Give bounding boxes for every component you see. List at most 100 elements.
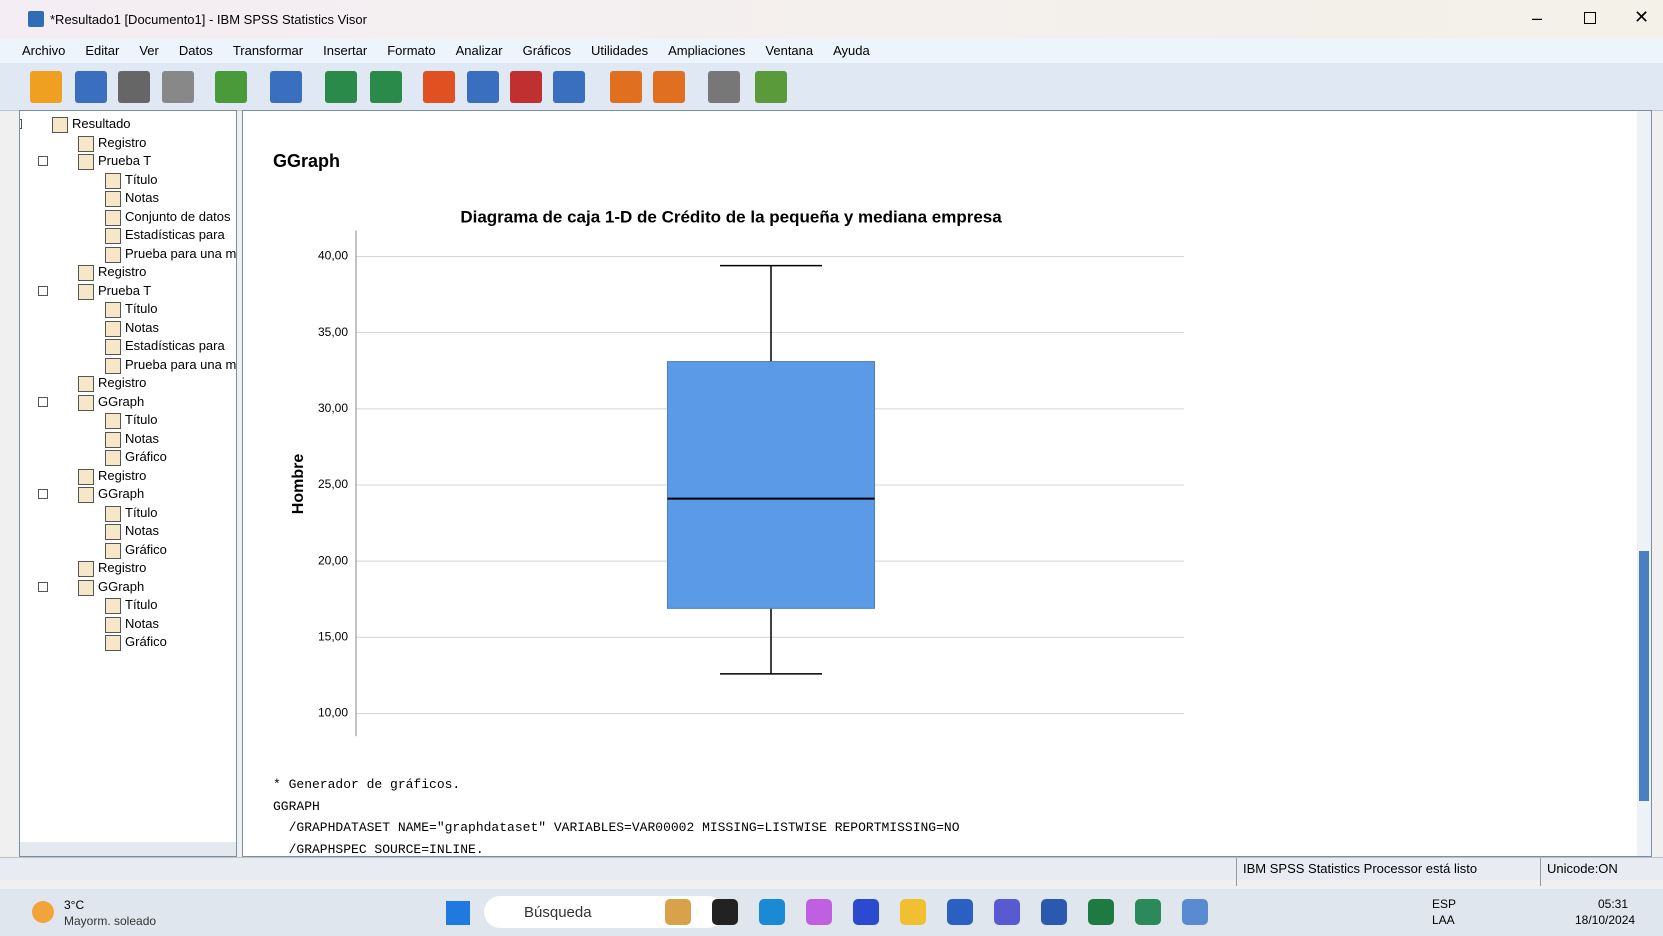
toolbar-button[interactable] [370,71,402,103]
toolbar-button[interactable] [75,71,107,103]
tree-item[interactable]: Resultado [72,116,131,131]
tree-item[interactable]: Registro [98,264,147,279]
toolbar-button[interactable] [30,71,62,103]
search-placeholder: Búsqueda [524,904,592,921]
tree-item[interactable]: Registro [98,467,147,483]
tree-icon [78,283,94,300]
toolbar-button[interactable] [118,71,150,103]
toolbar-button[interactable] [510,71,542,103]
tree-icon [105,413,121,429]
expander[interactable] [20,119,22,129]
menu-item[interactable]: Ventana [765,43,814,58]
tree-icon [78,468,94,485]
toolbar-button[interactable] [270,71,302,103]
taskbar-app[interactable] [665,899,691,925]
minimize-button[interactable]: – [1532,8,1543,28]
menu-item[interactable]: Ayuda [833,43,870,58]
tree-item[interactable]: Gráfico [125,449,167,464]
taskbar-app[interactable] [1135,899,1161,925]
tree-item[interactable]: Notas [125,523,159,538]
menu-item[interactable]: Utilidades [590,43,649,58]
taskbar-app[interactable] [900,899,926,925]
menu-item[interactable]: Insertar [323,43,368,58]
taskbar-app[interactable] [853,899,879,925]
tree-item[interactable]: Notas [125,319,159,335]
tree-item[interactable]: GGraph [98,486,145,501]
toolbar-button[interactable] [162,71,194,103]
tree-item[interactable]: Título [125,412,158,427]
h-scrollbar[interactable] [20,842,236,856]
menu-item[interactable]: Gráficos [522,43,571,58]
menu-item[interactable]: Archivo [22,43,66,58]
tree-item[interactable]: Registro [98,375,147,390]
tree-item[interactable]: GGraph [98,578,145,594]
app-icon [28,11,44,27]
tree-item[interactable]: Notas [125,615,159,631]
tree-item[interactable]: Estadísticas para [125,338,225,353]
tree-icon [105,246,121,263]
taskbar-app[interactable] [759,899,785,925]
tree-item[interactable]: Título [125,504,158,520]
menu-item[interactable]: Ver [139,43,159,58]
expander[interactable] [38,581,48,592]
tree-icon [105,357,121,374]
tree-item[interactable]: Título [125,597,158,612]
tree-item[interactable]: Título [125,171,158,187]
menu-item[interactable]: Ampliaciones [668,43,746,58]
close-button[interactable]: ✕ [1634,7,1650,27]
toolbar-button[interactable] [553,71,585,103]
toolbar-button[interactable] [467,71,499,103]
syntax-line: * Generador de gráficos. [273,777,461,792]
expander[interactable] [38,489,48,499]
tree-item[interactable]: Estadísticas para [125,227,225,242]
menu-item[interactable]: Editar [85,43,120,58]
tree-icon [78,561,94,577]
tree-item[interactable]: Gráfico [125,634,167,649]
taskbar-app[interactable] [712,899,738,925]
toolbar-button[interactable] [708,71,740,103]
toolbar-button[interactable] [325,71,357,103]
toolbar-button[interactable] [610,71,642,103]
scrollbar[interactable] [1637,111,1651,856]
toolbar-button[interactable] [423,71,455,103]
taskbar-app[interactable] [1041,899,1067,925]
tree-item[interactable]: Registro [98,560,147,575]
scroll-thumb[interactable] [1639,551,1649,801]
menu-item[interactable]: Analizar [455,43,503,58]
menu-item[interactable]: Transformar [232,43,304,58]
expander[interactable] [38,156,48,166]
tree-item[interactable]: Conjunto de datos [125,208,231,224]
tree-item[interactable]: Registro [98,134,147,150]
taskbar-app[interactable] [1182,899,1208,925]
taskbar-app[interactable] [806,899,832,925]
taskbar-app[interactable] [994,899,1020,925]
tree-item[interactable]: Gráfico [125,541,167,557]
status-message: IBM SPSS Statistics Processor está listo [1236,858,1483,886]
tree-item[interactable]: Prueba T [98,153,152,168]
tree-icon [105,431,121,448]
maximize-button[interactable] [1584,12,1596,24]
tree-item[interactable]: Prueba T [98,282,152,298]
tree-item[interactable]: GGraph [98,393,145,409]
tree-item[interactable]: Prueba para una m [125,245,237,261]
weather-icon[interactable] [32,901,54,923]
toolbar-button[interactable] [653,71,685,103]
tree-icon [78,154,94,170]
output-pane: GGraph Diagrama de caja 1-D de Crédito d… [242,110,1652,857]
taskbar-app[interactable] [947,899,973,925]
tree-item[interactable]: Prueba para una m [125,356,237,372]
expander[interactable] [38,285,48,296]
tree-icon [52,117,68,133]
start-button[interactable] [446,901,470,925]
menu-item[interactable]: Formato [387,43,436,58]
menu-item[interactable]: Datos [178,43,213,58]
toolbar-button[interactable] [755,71,787,103]
tree-item[interactable]: Título [125,301,158,316]
taskbar-app[interactable] [1088,899,1114,925]
temperature: 3°C [64,898,85,912]
y-tick-label: 40,00 [318,249,348,263]
tree-item[interactable]: Notas [125,190,159,205]
expander[interactable] [38,396,48,407]
tree-item[interactable]: Notas [125,430,159,446]
toolbar-button[interactable] [215,71,247,103]
